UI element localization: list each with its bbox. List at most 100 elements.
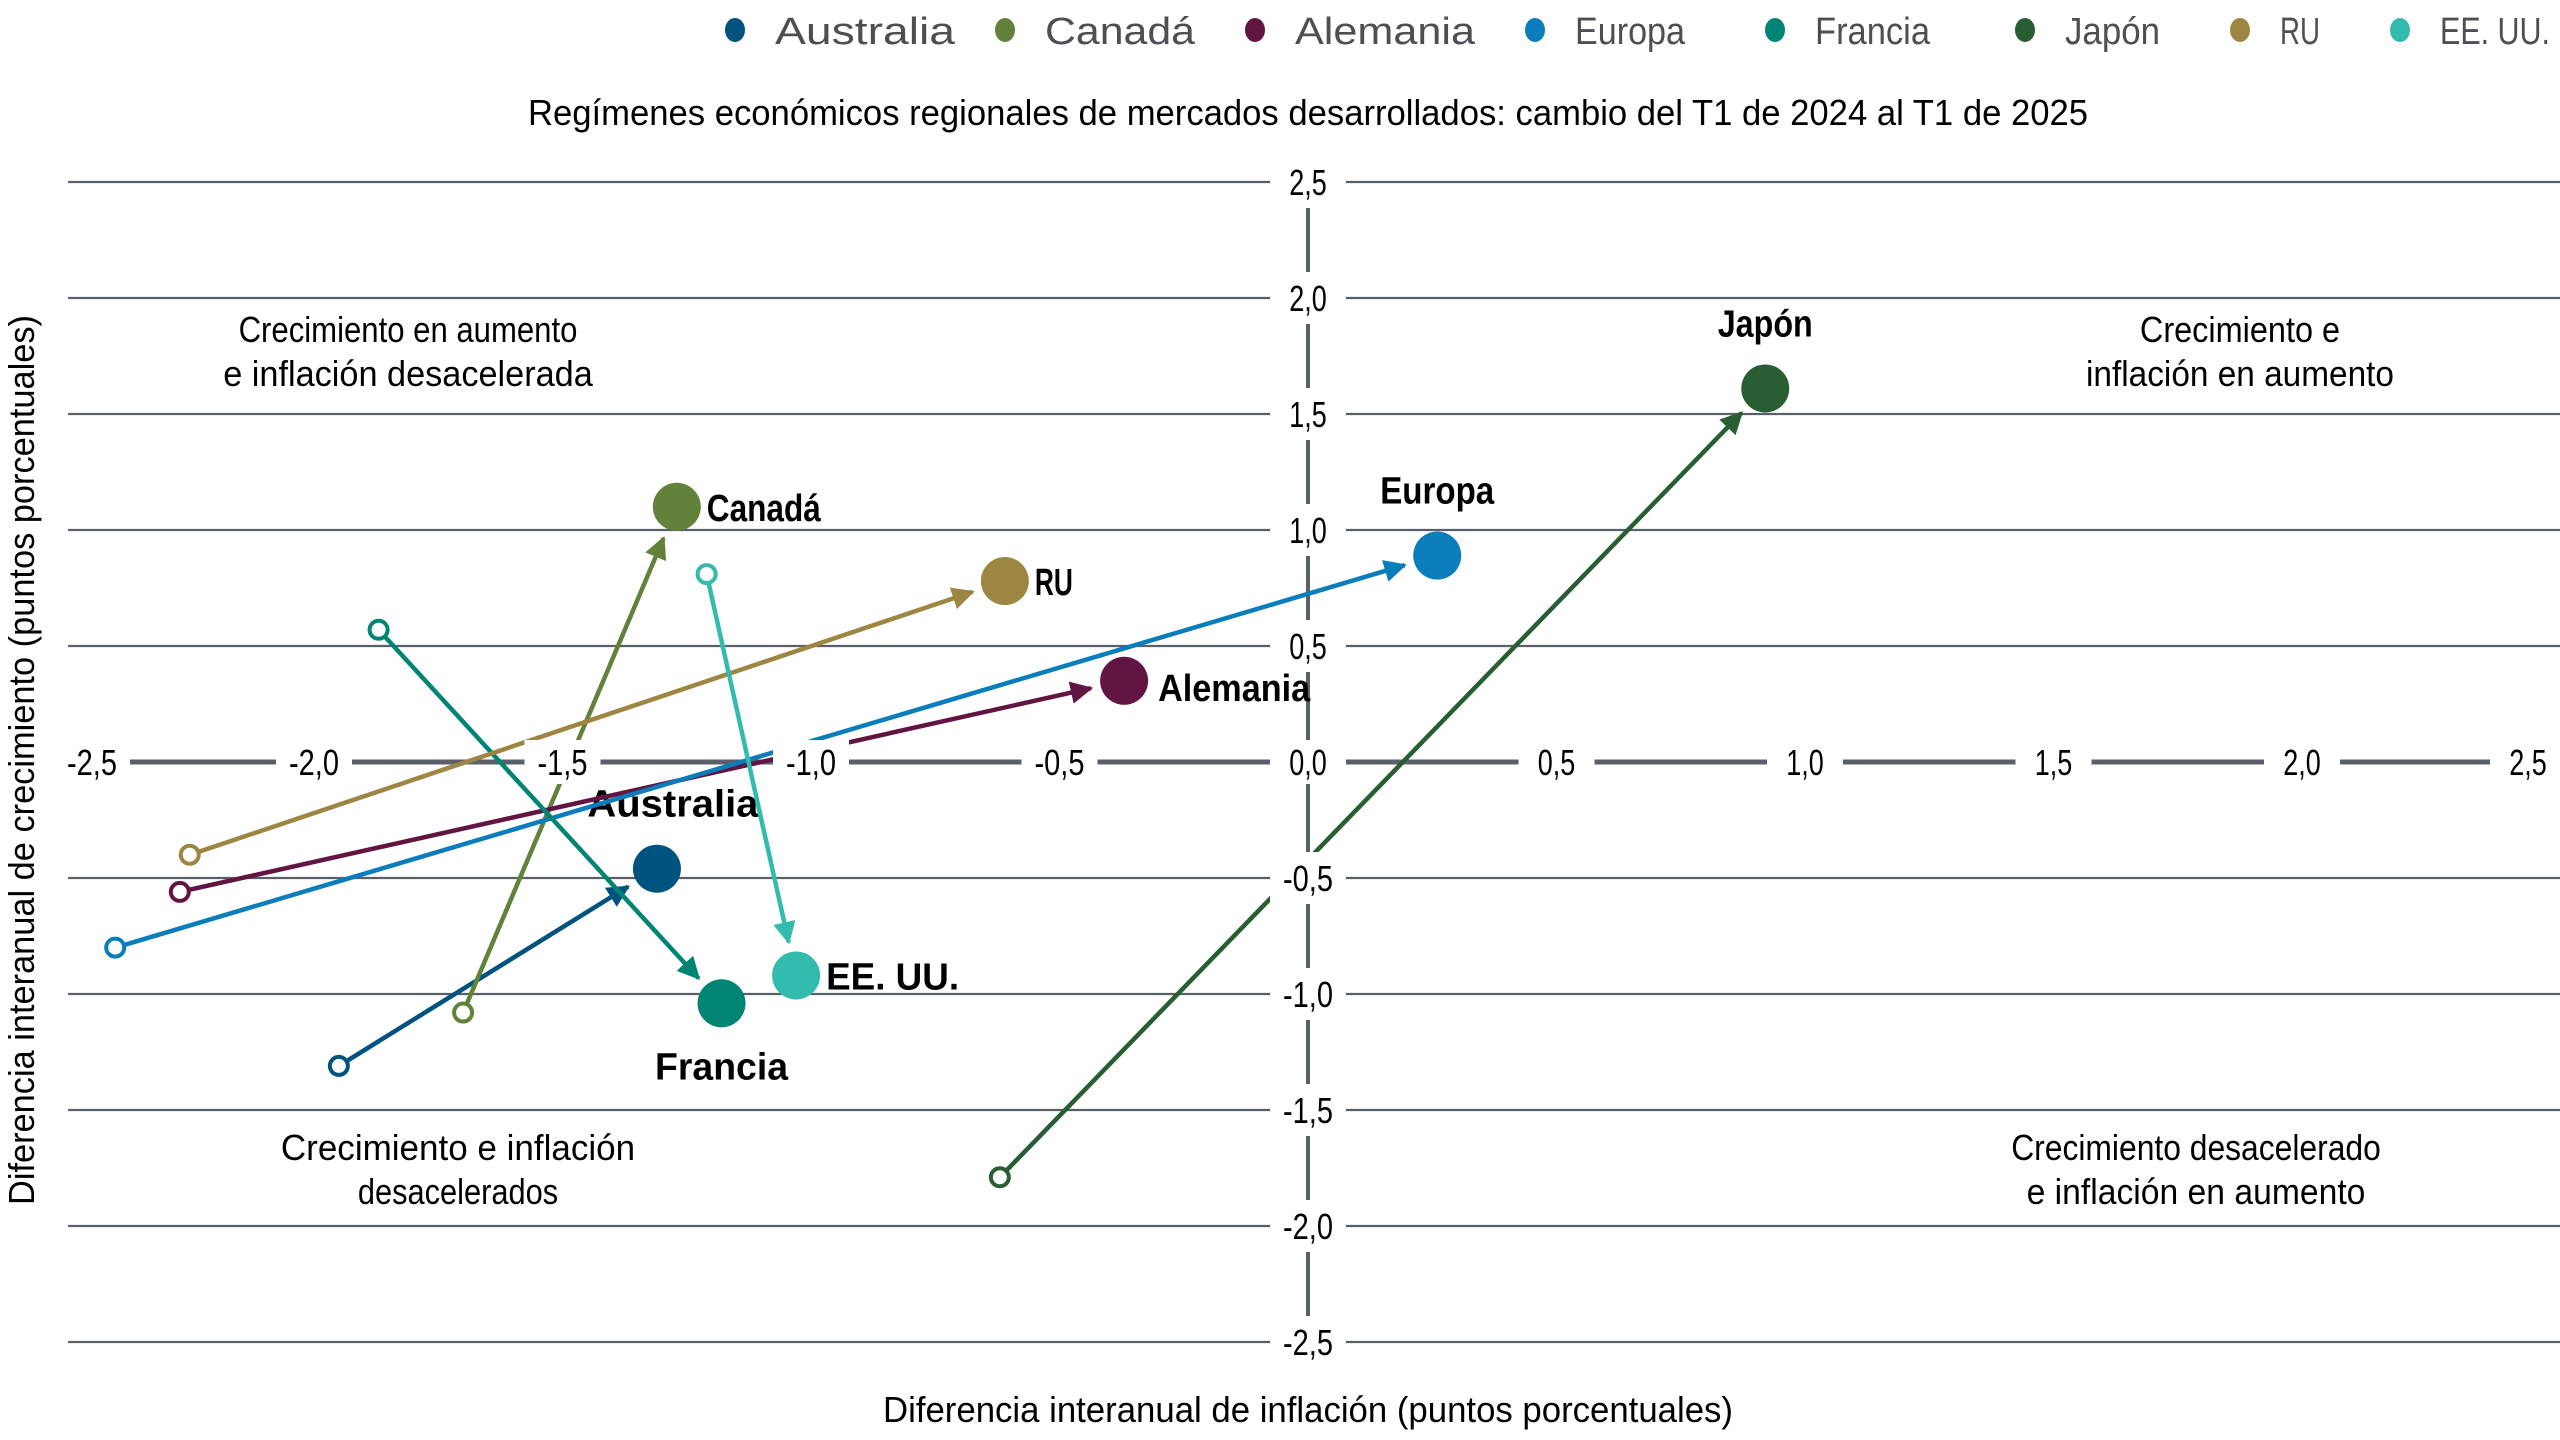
x-tick-label: 0,5 (1538, 742, 1576, 783)
start-point-marker (695, 563, 718, 586)
end-point-marker (1413, 531, 1462, 580)
y-tick: 2,0 (1270, 272, 1346, 324)
series-eeuu: EE. UU. (695, 563, 959, 1000)
trajectory-arrow (346, 884, 630, 1063)
y-tick: -0,5 (1270, 852, 1346, 904)
end-point-marker (772, 951, 821, 1000)
legend-label: Japón (2065, 11, 2160, 53)
y-tick-label: 2,5 (1289, 162, 1327, 203)
x-tick: 2,0 (2264, 740, 2340, 784)
legend-item: Australia (725, 11, 956, 53)
point-label: Japón (1718, 303, 1813, 345)
x-tick: -1,0 (773, 740, 849, 784)
x-tick-label: 1,0 (1786, 742, 1824, 783)
x-tick-label: -2,0 (289, 742, 339, 783)
point-label: Francia (655, 1046, 789, 1088)
legend-marker-icon (725, 18, 745, 42)
legend-item: Japón (2015, 11, 2160, 53)
point-label: Alemania (1158, 668, 1311, 710)
y-axis-label: Diferencia interanual de crecimiento (pu… (1, 315, 42, 1205)
series-australia: Australia (327, 784, 759, 1077)
legend-item: RU (2230, 11, 2320, 53)
x-tick: 1,5 (2015, 740, 2092, 784)
legend-label: Alemania (1295, 11, 1476, 53)
point-label: RU (1035, 562, 1073, 604)
point-label: Canadá (707, 488, 822, 530)
quadrant-label-line: desacelerados (358, 1171, 558, 1212)
quadrant-label-line: e inflación desacelerada (223, 353, 594, 394)
x-tick: -1,5 (524, 740, 601, 784)
series-japn: Japón (988, 303, 1813, 1189)
legend-marker-icon (995, 18, 1015, 42)
start-point-marker (104, 936, 127, 959)
start-point-marker (168, 880, 191, 903)
series-layer: Australia Canadá Alemania Europa Francia Japó… (104, 303, 1813, 1189)
chart-title: Regímenes económicos regionales de merca… (528, 92, 2088, 133)
legend-marker-icon (2015, 18, 2035, 42)
y-tick-label: -2,0 (1283, 1206, 1333, 1247)
y-tick-label: 1,5 (1289, 394, 1327, 435)
y-tick-label: -0,5 (1283, 858, 1333, 899)
y-tick: -1,5 (1270, 1084, 1346, 1136)
quadrant-label-line: Crecimiento e (2140, 309, 2340, 350)
start-point-marker (178, 843, 201, 866)
y-tick-label: -2,5 (1283, 1322, 1333, 1363)
x-tick-label: -2,5 (67, 742, 117, 783)
x-tick: 2,5 (2490, 740, 2560, 784)
point-label: Europa (1380, 471, 1495, 513)
series-ru: RU (178, 557, 1073, 866)
legend-marker-icon (2230, 18, 2250, 42)
end-point-marker (980, 557, 1029, 606)
series-alemania: Alemania (168, 656, 1311, 903)
x-tick: 1,0 (1767, 740, 1843, 784)
x-tick: -2,5 (54, 740, 130, 784)
x-tick-label: 0,0 (1289, 742, 1327, 783)
quadrant-label-line: inflación en aumento (2086, 353, 2394, 394)
x-tick: -0,5 (1021, 740, 1098, 784)
legend: Australia Canadá Alemania Europa Francia Japó… (725, 11, 2550, 53)
end-point-marker (1100, 656, 1149, 705)
trajectory-arrow (706, 583, 796, 945)
quadrant-label-line: Crecimiento desacelerado (2011, 1127, 2381, 1168)
start-point-marker (988, 1166, 1011, 1189)
end-point-marker (697, 979, 746, 1028)
x-tick-label: 1,5 (2035, 742, 2073, 783)
x-tick-label: -1,5 (538, 742, 588, 783)
x-tick-label: 2,5 (2509, 742, 2547, 783)
x-tick: -2,0 (276, 740, 352, 784)
quadrant-label-line: Crecimiento e inflación (281, 1127, 635, 1168)
legend-label: Australia (775, 11, 956, 53)
y-tick-label: 1,0 (1289, 510, 1327, 551)
end-point-marker (632, 844, 681, 893)
series-europa: Europa (104, 471, 1495, 959)
quadrant-label-line: Crecimiento en aumento (239, 309, 578, 350)
legend-label: Francia (1815, 11, 1931, 53)
trajectory-arrow (1005, 411, 1744, 1172)
y-tick: -1,0 (1270, 968, 1346, 1020)
point-label: Australia (587, 784, 759, 826)
y-tick-label: -1,5 (1283, 1090, 1333, 1131)
end-point-marker (1741, 364, 1790, 413)
x-tick-label: 2,0 (2283, 742, 2321, 783)
tick-labels: -2,5 -2,0 -1,5 -1,0 -0,5 0,0 0,5 1,0 1,5 2,0 2,5 2,… (54, 156, 2560, 1368)
end-point-marker (652, 482, 701, 531)
trajectory-arrow (124, 560, 1407, 947)
legend-item: EE. UU. (2390, 11, 2550, 53)
start-point-marker (327, 1054, 350, 1077)
legend-marker-icon (1245, 18, 1265, 42)
legend-item: Canadá (995, 11, 1196, 53)
trajectory-arrow (198, 587, 975, 854)
start-point-marker (367, 618, 390, 641)
y-tick: -2,0 (1270, 1200, 1346, 1252)
y-tick-label: -1,0 (1283, 974, 1333, 1015)
legend-label: EE. UU. (2440, 11, 2550, 53)
y-tick: -2,5 (1270, 1316, 1346, 1368)
quadrant-label-line: e inflación en aumento (2027, 1171, 2366, 1212)
legend-item: Francia (1765, 11, 1931, 53)
start-point-marker (452, 1001, 475, 1024)
